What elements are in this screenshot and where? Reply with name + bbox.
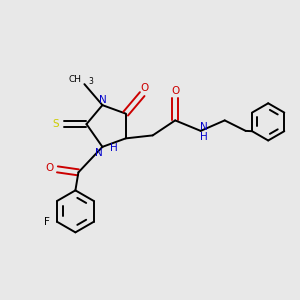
Text: H: H xyxy=(200,133,208,142)
Text: N: N xyxy=(99,95,107,105)
Text: O: O xyxy=(171,86,179,96)
Text: N: N xyxy=(95,148,103,158)
Text: S: S xyxy=(52,119,59,129)
Text: N: N xyxy=(200,122,208,132)
Text: O: O xyxy=(46,164,54,173)
Text: H: H xyxy=(110,143,118,153)
Text: F: F xyxy=(44,217,50,227)
Text: CH: CH xyxy=(69,75,82,84)
Text: O: O xyxy=(140,82,149,92)
Text: 3: 3 xyxy=(88,77,93,86)
